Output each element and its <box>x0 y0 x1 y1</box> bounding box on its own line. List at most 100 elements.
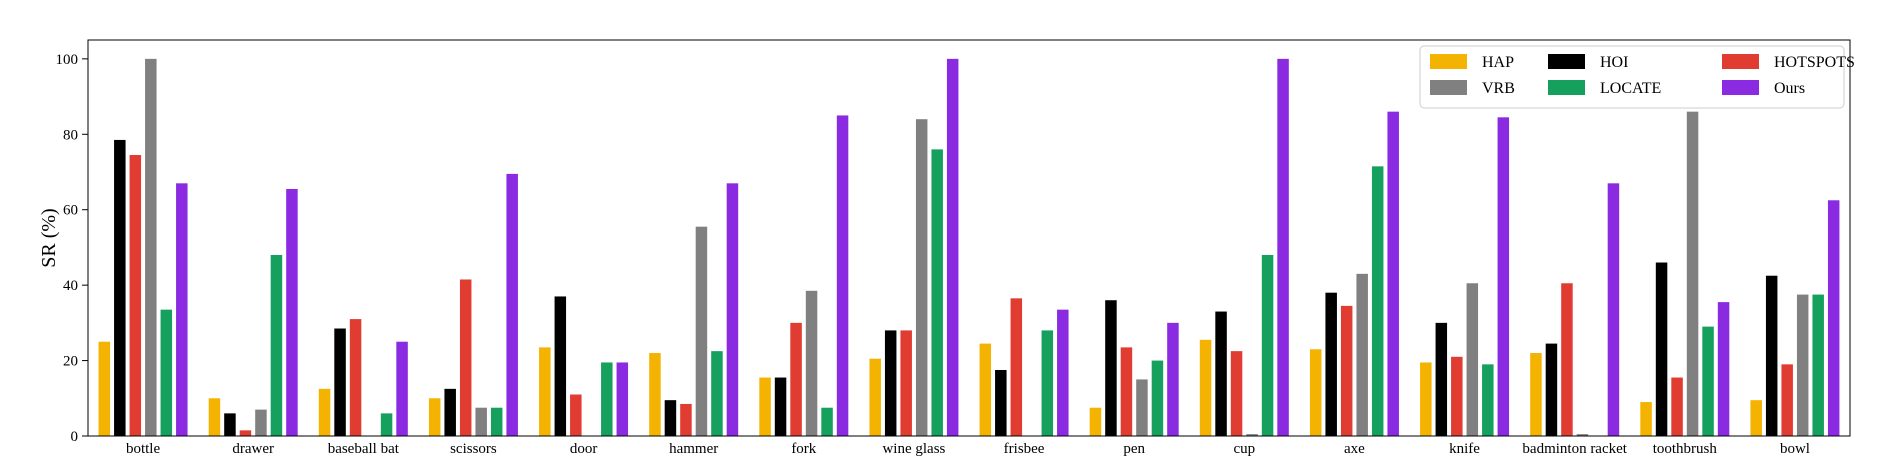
bar <box>869 358 881 436</box>
bar <box>475 407 487 436</box>
bar <box>884 330 897 436</box>
bar <box>616 362 629 436</box>
bar <box>114 139 126 436</box>
bar <box>1482 364 1494 436</box>
x-tick-label: drawer <box>232 441 274 457</box>
y-tick-label: 40 <box>63 278 78 294</box>
bar <box>946 58 959 436</box>
bar <box>836 115 849 436</box>
bar <box>286 188 298 436</box>
legend-label: HOI <box>1600 54 1628 71</box>
bar <box>805 290 818 436</box>
bar <box>995 370 1007 436</box>
x-tick-label: cup <box>1233 441 1255 457</box>
x-axis: bottle drawer baseball bat scissors door hamm… <box>126 441 1810 457</box>
bar <box>979 343 992 436</box>
bar <box>1089 407 1102 436</box>
x-tick-label: badminton racket <box>1522 441 1627 457</box>
x-tick-label: scissors <box>450 441 497 457</box>
legend-swatch <box>1430 80 1467 95</box>
bars-layer <box>98 58 1840 437</box>
bar <box>1750 400 1762 436</box>
bar <box>208 398 221 436</box>
bar <box>1466 283 1479 436</box>
bar <box>1167 322 1179 436</box>
bar <box>506 173 518 436</box>
bar <box>1277 58 1289 436</box>
bar <box>1545 343 1558 436</box>
bar <box>1420 362 1432 436</box>
bar <box>1561 283 1573 436</box>
x-tick-label: bottle <box>126 441 161 457</box>
bar <box>98 341 111 436</box>
legend-swatch <box>1430 54 1467 69</box>
bar <box>1686 111 1699 437</box>
bar <box>349 319 362 436</box>
x-tick-label: fork <box>791 441 816 457</box>
bar <box>1136 379 1148 436</box>
bar <box>1309 349 1322 436</box>
x-tick-label: bowl <box>1780 441 1810 457</box>
y-axis-label: SR (%) <box>38 208 60 267</box>
bar <box>649 353 661 436</box>
x-tick-label: toothbrush <box>1653 441 1718 457</box>
legend-label: VRB <box>1482 80 1515 97</box>
bar <box>570 394 582 436</box>
y-tick-label: 80 <box>63 127 78 143</box>
legend-swatch <box>1548 80 1585 95</box>
bar <box>1246 434 1258 436</box>
bar <box>1435 322 1448 436</box>
bar <box>790 322 802 436</box>
bar <box>176 183 188 436</box>
bar <box>915 119 928 436</box>
x-tick-label: door <box>570 441 598 457</box>
bar <box>1120 347 1133 436</box>
bar <box>1340 305 1353 436</box>
x-tick-label: baseball bat <box>328 441 400 457</box>
bar <box>1827 200 1840 436</box>
bar <box>459 279 472 436</box>
y-tick-label: 60 <box>63 203 78 219</box>
bar <box>396 341 408 436</box>
legend-label: HAP <box>1482 54 1514 71</box>
bar <box>1765 275 1778 436</box>
bar <box>490 407 503 436</box>
bar <box>554 296 567 436</box>
legend-swatch <box>1548 54 1585 69</box>
bar <box>318 388 331 436</box>
bar <box>726 183 739 436</box>
x-tick-label: hammer <box>669 441 718 457</box>
bar <box>1057 309 1069 436</box>
bar <box>601 362 613 436</box>
bar <box>1230 351 1243 436</box>
bar <box>1451 356 1463 436</box>
bar <box>1702 326 1714 436</box>
bar <box>1010 298 1023 436</box>
bar <box>664 400 677 436</box>
y-tick-label: 20 <box>63 354 78 370</box>
x-tick-label: pen <box>1123 441 1145 457</box>
bar <box>1576 434 1589 436</box>
x-tick-label: frisbee <box>1004 441 1045 457</box>
bar <box>1356 273 1368 436</box>
bar <box>774 377 787 436</box>
bar <box>239 430 252 436</box>
bar <box>444 388 456 436</box>
bar <box>1530 353 1542 436</box>
bar <box>759 377 771 436</box>
y-tick-label: 100 <box>56 52 79 68</box>
bar <box>1781 364 1793 436</box>
bar <box>539 347 551 436</box>
x-tick-label: wine glass <box>882 441 945 457</box>
bar <box>255 409 267 436</box>
bar <box>711 351 723 436</box>
bar <box>1812 294 1824 436</box>
bar <box>1387 111 1399 437</box>
bar <box>428 398 441 436</box>
bar <box>334 328 346 436</box>
bar <box>1497 117 1510 437</box>
bar <box>380 413 393 436</box>
bar <box>145 58 157 436</box>
bar <box>821 407 833 436</box>
